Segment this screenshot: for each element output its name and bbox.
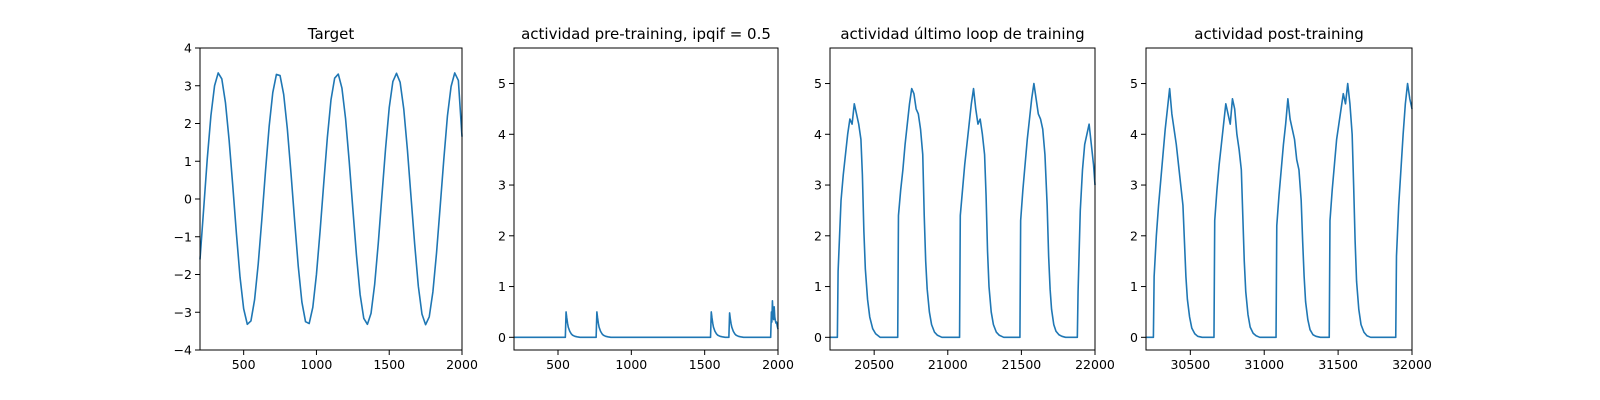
x-tick-label: 20500 xyxy=(854,357,894,372)
x-tick-label: 1000 xyxy=(301,357,333,372)
y-tick-label: 4 xyxy=(814,127,822,142)
series-line-4-1 xyxy=(1146,82,1413,339)
y-tick-label: 0 xyxy=(498,330,506,345)
y-tick-label: 1 xyxy=(1130,279,1138,294)
y-tick-label: 2 xyxy=(814,228,822,243)
x-tick-label: 21500 xyxy=(1002,357,1042,372)
x-tick-label: 21000 xyxy=(928,357,968,372)
series-line-3-1 xyxy=(830,82,1096,339)
chart-panel-4: 30500 31000 31500 32000 0 1 2 3 4 5 actividad post… xyxy=(1130,25,1432,372)
y-tick-label: 3 xyxy=(498,178,506,193)
series-line-1-1 xyxy=(199,72,463,326)
y-tick-label: 5 xyxy=(1130,76,1138,91)
y-tick-label: 4 xyxy=(184,41,192,56)
y-tick-label: 4 xyxy=(498,127,506,142)
y-tick-label: 0 xyxy=(184,192,192,207)
x-tick-label: 22000 xyxy=(1075,357,1115,372)
y-tick-label: 1 xyxy=(184,154,192,169)
axes-frame xyxy=(829,47,1096,351)
y-tick-label: 2 xyxy=(1130,228,1138,243)
y-tick-label: −1 xyxy=(174,229,192,244)
x-tick-label: 500 xyxy=(546,357,570,372)
y-tick-label: 4 xyxy=(1130,127,1138,142)
axes-frame xyxy=(513,47,779,351)
chart-panel-3: 20500 21000 21500 22000 0 1 2 3 4 5 actividad últi… xyxy=(814,25,1115,372)
chart-title: actividad post-training xyxy=(1194,25,1363,43)
y-tick-label: 3 xyxy=(184,78,192,93)
y-tick-label: 0 xyxy=(814,330,822,345)
chart-panel-2: 500 1000 1500 2000 0 1 2 3 4 5 actividad pre-train… xyxy=(498,25,794,372)
chart-title: actividad pre-training, ipqif = 0.5 xyxy=(521,25,771,43)
y-tick-label: −2 xyxy=(174,267,192,282)
y-tick-label: 2 xyxy=(498,228,506,243)
x-tick-label: 31500 xyxy=(1318,357,1358,372)
x-tick-label: 500 xyxy=(232,357,256,372)
axes-frame xyxy=(199,47,463,351)
x-tick-label: 1500 xyxy=(689,357,721,372)
y-tick-label: −4 xyxy=(174,343,192,358)
chart-title: Target xyxy=(307,25,355,43)
x-tick-label: 1500 xyxy=(373,357,405,372)
y-tick-label: 5 xyxy=(498,76,506,91)
x-tick-label: 2000 xyxy=(446,357,478,372)
x-tick-label: 2000 xyxy=(762,357,794,372)
y-tick-label: 0 xyxy=(1130,330,1138,345)
x-tick-label: 31000 xyxy=(1244,357,1284,372)
chart-title: actividad último loop de training xyxy=(840,25,1084,43)
y-tick-label: −3 xyxy=(174,305,192,320)
x-tick-label: 30500 xyxy=(1170,357,1210,372)
series-line-2-1 xyxy=(514,299,779,339)
y-tick-label: 2 xyxy=(184,116,192,131)
x-tick-label: 1000 xyxy=(615,357,647,372)
y-tick-label: 3 xyxy=(814,178,822,193)
y-tick-label: 3 xyxy=(1130,178,1138,193)
chart-panel-1: 500 1000 1500 2000 −4 −3 −2 −1 0 1 2 3 4 Target xyxy=(174,25,478,372)
y-tick-label: 1 xyxy=(814,279,822,294)
axes-frame xyxy=(1145,47,1413,351)
y-tick-label: 5 xyxy=(814,76,822,91)
y-tick-label: 1 xyxy=(498,279,506,294)
x-tick-label: 32000 xyxy=(1392,357,1432,372)
